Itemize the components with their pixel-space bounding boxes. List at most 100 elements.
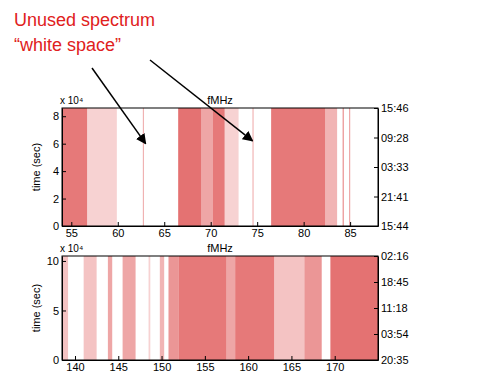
y-axis: 0 5 10 <box>47 255 66 366</box>
tick-mark <box>291 356 292 360</box>
tick-mark <box>75 356 76 360</box>
occupied-band <box>226 256 235 360</box>
occupied-band <box>213 108 225 226</box>
tick-mark <box>350 222 351 226</box>
tick-mark <box>374 226 378 227</box>
tick-label: 145 <box>110 361 128 373</box>
tick-label: 6 <box>53 138 59 150</box>
tick: 03:33 <box>374 161 409 173</box>
tick-label: 155 <box>196 361 214 373</box>
occupied-band <box>123 256 136 360</box>
occupied-band <box>84 256 97 360</box>
tick-label: 21:41 <box>381 191 409 203</box>
occupied-band <box>325 108 337 226</box>
x-axis: 55606570758085 <box>63 222 379 239</box>
occupied-band <box>271 108 325 226</box>
tick-mark <box>374 167 378 168</box>
plot-frame <box>62 108 378 226</box>
tick-mark <box>162 356 163 360</box>
tick-label: 10 <box>47 255 59 267</box>
tick-label: 09:28 <box>381 132 409 144</box>
tick-mark <box>205 356 206 360</box>
tick-label: 65 <box>159 227 171 239</box>
tick-label: 15:44 <box>381 220 409 232</box>
occupied-band <box>235 256 274 360</box>
tick-mark <box>62 199 66 200</box>
tick: 65 <box>159 222 171 239</box>
tick-mark <box>335 356 336 360</box>
tick: 21:41 <box>374 191 409 203</box>
annotation-arrow <box>150 60 253 141</box>
tick: 8 <box>53 110 66 122</box>
occupied-band <box>225 108 239 226</box>
tick-mark <box>374 256 378 257</box>
x-axis-title: fMHz <box>207 242 233 254</box>
occupied-band <box>330 256 378 360</box>
tick-label: 60 <box>112 227 124 239</box>
tick-label: 02:16 <box>381 250 409 262</box>
tick-mark <box>374 108 378 109</box>
tick-mark <box>304 222 305 226</box>
tick: 15:46 <box>374 102 409 114</box>
tick: 6 <box>53 138 66 150</box>
tick-mark <box>374 360 378 361</box>
occupied-band <box>349 108 350 226</box>
tick: 140 <box>66 356 84 373</box>
plot-area <box>62 108 350 226</box>
axis-multiplier: x 10⁴ <box>60 243 83 254</box>
tick-label: 11:18 <box>381 302 408 314</box>
tick-label: 160 <box>239 361 257 373</box>
tick-label: 03:54 <box>381 328 409 340</box>
tick-mark <box>118 222 119 226</box>
plot-area <box>62 256 378 360</box>
tick: 150 <box>153 356 171 373</box>
occupied-band <box>160 256 164 360</box>
tick-mark <box>211 222 212 226</box>
tick-mark <box>71 222 72 226</box>
annotation-text: Unused spectrum <box>14 10 155 30</box>
tick: 75 <box>252 222 264 239</box>
occupied-band <box>343 108 344 226</box>
tick: 5 <box>53 304 66 316</box>
occupied-band <box>108 256 112 360</box>
tick-label: 0 <box>53 220 59 232</box>
tick-label: 70 <box>205 227 217 239</box>
tick-label: 170 <box>326 361 344 373</box>
tick: 0 <box>53 220 66 232</box>
tick: 145 <box>110 356 128 373</box>
y-axis: 02468 <box>53 109 66 233</box>
tick-label: 0 <box>53 354 59 366</box>
tick-label: 5 <box>53 304 59 316</box>
tick-label: 80 <box>298 227 310 239</box>
tick-label: 165 <box>283 361 301 373</box>
axis-multiplier: x 10⁴ <box>60 95 83 106</box>
occupied-band <box>168 256 178 360</box>
tick: 11:18 <box>374 302 408 314</box>
tick-label: 75 <box>252 227 264 239</box>
panel: 140 145 150 155 160 165 170 0 5 10 20:35 03:54 11:18… <box>30 242 409 373</box>
y-axis-title: time (sec) <box>30 284 42 332</box>
tick: 160 <box>239 356 257 373</box>
tick: 20:35 <box>374 354 409 366</box>
occupied-band <box>62 256 68 360</box>
tick-mark <box>62 171 66 172</box>
x-axis: 140 145 150 155 160 165 170 <box>63 356 379 373</box>
tick-label: 18:45 <box>381 276 409 288</box>
occupied-band <box>274 256 304 360</box>
occupied-band <box>62 108 87 226</box>
occupied-band <box>87 108 117 226</box>
annotation-arrow <box>92 68 146 144</box>
axis-line <box>62 257 63 361</box>
tick-label: 4 <box>53 165 59 177</box>
tick-mark <box>257 222 258 226</box>
tick: 0 <box>53 354 66 366</box>
tick-mark <box>118 356 119 360</box>
occupied-band <box>253 108 254 226</box>
tick-mark <box>62 144 66 145</box>
y2-axis: 15:44 21:41 03:33 09:28 15:46 <box>374 102 409 232</box>
tick-mark <box>62 360 66 361</box>
panel: 556065707580850246815:4421:4103:3309:281… <box>30 94 409 239</box>
tick: 15:44 <box>374 220 409 232</box>
tick-mark <box>374 334 378 335</box>
tick: 10 <box>47 255 66 267</box>
